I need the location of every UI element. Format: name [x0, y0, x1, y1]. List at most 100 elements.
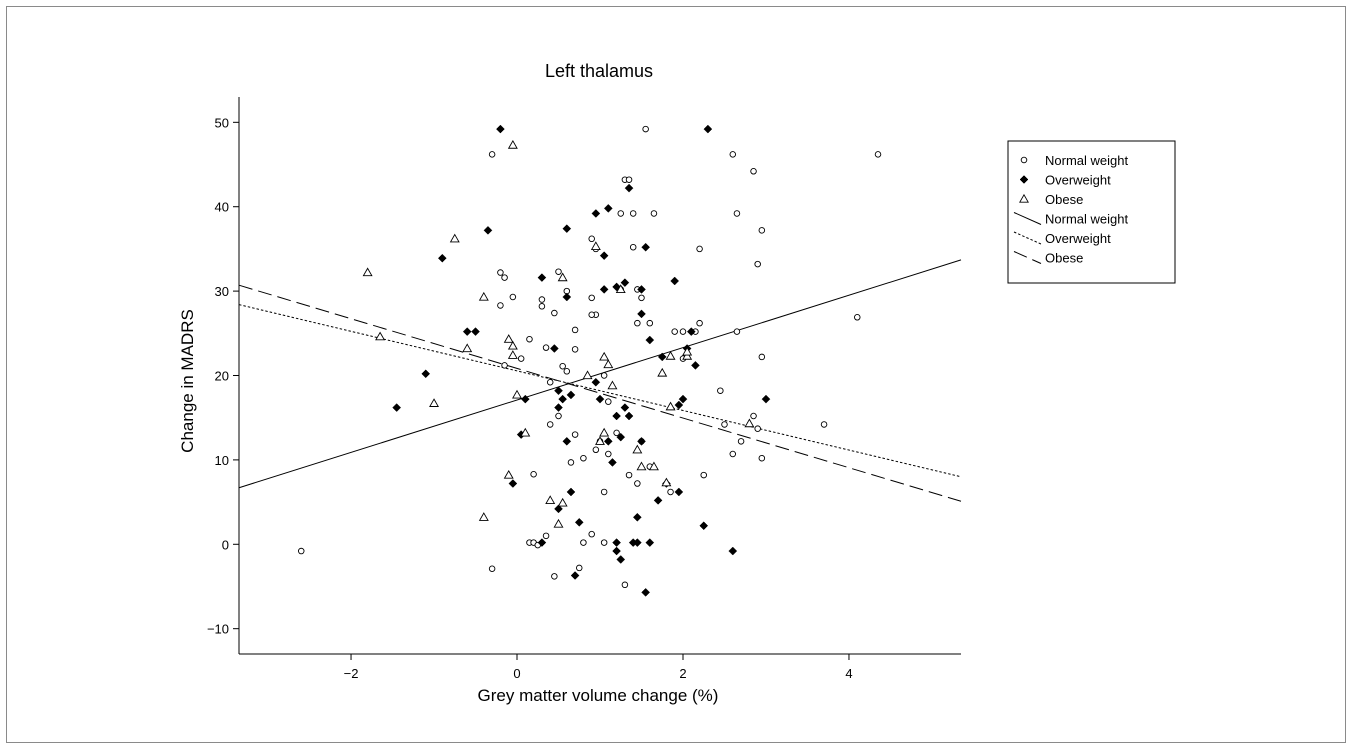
point-overweight — [612, 546, 621, 556]
point-overweight — [670, 276, 680, 286]
point-normal-weight — [530, 470, 537, 478]
point-obese — [682, 350, 693, 360]
point-normal-weight — [629, 210, 637, 217]
point-overweight — [641, 588, 650, 597]
y-tick-label: −10 — [207, 622, 229, 637]
point-overweight — [550, 344, 559, 353]
point-obese — [557, 272, 568, 282]
legend-label: Obese — [1045, 192, 1083, 207]
point-overweight — [437, 253, 447, 263]
y-tick-label: 20 — [215, 369, 229, 384]
point-obese — [661, 477, 672, 487]
point-normal-weight — [646, 319, 654, 327]
legend-label: Overweight — [1045, 231, 1111, 246]
x-tick-label: 0 — [513, 666, 520, 681]
point-normal-weight — [571, 431, 579, 438]
point-normal-weight — [874, 151, 882, 158]
legend-symbol — [1019, 175, 1029, 184]
point-overweight — [761, 394, 771, 404]
point-normal-weight — [820, 421, 828, 428]
point-normal-weight — [650, 210, 658, 217]
legend-label: Overweight — [1045, 173, 1111, 188]
point-obese — [507, 139, 518, 149]
chart-title: Left thalamus — [545, 61, 653, 81]
point-normal-weight — [600, 372, 608, 379]
fit-line-obese — [238, 284, 962, 502]
point-normal-weight — [600, 539, 608, 546]
point-normal-weight — [509, 293, 517, 301]
legend-line-symbol — [1013, 251, 1042, 264]
point-overweight — [566, 390, 576, 400]
point-normal-weight — [538, 303, 546, 310]
legend-line-symbol — [1013, 212, 1042, 225]
point-normal-weight — [629, 243, 637, 251]
point-normal-weight — [488, 151, 496, 158]
point-normal-weight — [559, 362, 566, 370]
y-tick-label: 30 — [215, 284, 229, 299]
point-obese — [632, 444, 643, 454]
point-overweight — [678, 394, 688, 404]
point-obese — [582, 370, 593, 380]
point-obese — [545, 495, 556, 505]
point-normal-weight — [542, 344, 550, 351]
point-overweight — [558, 394, 568, 404]
point-normal-weight — [526, 335, 533, 343]
point-normal-weight — [592, 446, 600, 454]
point-overweight — [483, 225, 493, 235]
point-normal-weight — [497, 302, 504, 309]
point-overweight — [537, 538, 547, 547]
fit-line-normal-weight — [238, 259, 962, 489]
point-overweight — [657, 352, 667, 362]
point-obese — [599, 351, 610, 361]
point-normal-weight — [297, 547, 305, 555]
legend-box — [1007, 140, 1176, 284]
point-normal-weight — [696, 319, 703, 327]
point-overweight — [462, 327, 472, 336]
point-overweight — [645, 335, 655, 345]
point-normal-weight — [750, 168, 757, 175]
point-normal-weight — [600, 488, 608, 496]
point-overweight — [703, 124, 713, 134]
point-obese — [503, 469, 514, 479]
point-normal-weight — [737, 438, 745, 445]
data-points — [297, 124, 882, 597]
point-overweight — [595, 394, 605, 404]
point-obese — [462, 343, 473, 353]
point-normal-weight — [721, 421, 728, 428]
point-obese — [478, 512, 489, 521]
point-overweight — [574, 517, 584, 527]
point-normal-weight — [497, 269, 504, 276]
legend-label: Obese — [1045, 251, 1083, 266]
point-overweight — [562, 436, 572, 446]
point-normal-weight — [551, 573, 558, 580]
point-obese — [665, 401, 676, 411]
point-normal-weight — [679, 328, 687, 335]
point-overweight — [603, 204, 613, 213]
point-obese — [503, 334, 514, 343]
legend-label: Normal weight — [1045, 153, 1128, 168]
point-normal-weight — [613, 429, 620, 437]
point-normal-weight — [546, 421, 554, 428]
point-normal-weight — [571, 326, 579, 334]
point-overweight — [421, 369, 431, 379]
point-obese — [507, 350, 518, 359]
point-obese — [507, 340, 518, 350]
point-obese — [648, 461, 659, 471]
point-normal-weight — [563, 368, 571, 375]
point-normal-weight — [617, 210, 624, 217]
y-axis-label: Change in MADRS — [178, 309, 197, 453]
point-normal-weight — [758, 454, 766, 462]
point-overweight — [686, 327, 696, 336]
point-overweight — [691, 361, 700, 370]
point-normal-weight — [625, 176, 633, 183]
point-normal-weight — [696, 245, 703, 253]
point-obese — [603, 359, 614, 369]
point-overweight — [624, 411, 634, 421]
point-normal-weight — [750, 412, 757, 420]
point-overweight — [471, 327, 480, 336]
point-obese — [607, 380, 618, 390]
y-tick-label: 50 — [215, 115, 229, 130]
legend-label: Normal weight — [1045, 212, 1128, 227]
point-normal-weight — [580, 539, 587, 546]
point-obese — [595, 436, 605, 445]
